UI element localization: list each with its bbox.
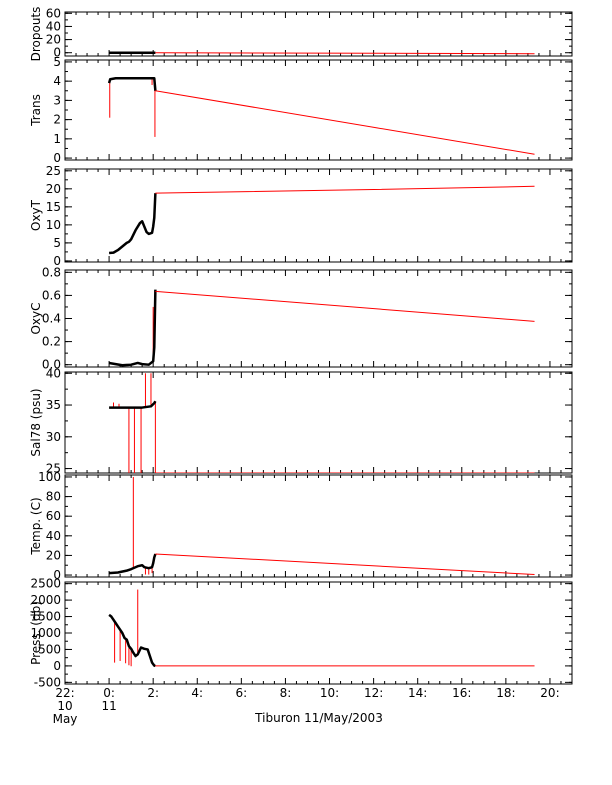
panel-data	[107, 77, 535, 155]
panel-data	[108, 185, 535, 255]
y-tick-label: 500	[38, 642, 61, 656]
x-tick-label: 10:	[320, 686, 339, 700]
panel-4: 0.0 0.2 0.4 0.6 0.8 OxyC	[29, 265, 573, 372]
y-tick-label: 10	[46, 218, 61, 232]
panel-data	[108, 289, 535, 367]
y-tick-label: 2000	[30, 593, 61, 607]
panel-3: 0 5 10 15 20 25 OxyT	[29, 164, 573, 268]
y-tick-label: 20	[46, 548, 61, 562]
x-tick-label: 0:	[103, 686, 115, 700]
y-tick-label: 0.2	[42, 335, 61, 349]
y-tick-label: 2500	[30, 577, 61, 591]
y-tick-label: 1	[53, 132, 61, 146]
x-tick-label: 16:	[452, 686, 471, 700]
panel-data	[108, 589, 535, 668]
y-tick-label: 30	[46, 430, 61, 444]
x-tick-label: 14:	[408, 686, 427, 700]
y-axis-label: OxyC	[29, 302, 43, 334]
y-tick-label: 0.4	[42, 312, 61, 326]
series-line-measured	[108, 289, 157, 367]
series-line-interpolated	[155, 52, 535, 55]
series-line-interpolated	[155, 553, 535, 576]
series-line-interpolated	[155, 185, 535, 194]
y-tick-label: 20	[46, 33, 61, 47]
y-tick-label: 100	[38, 470, 61, 484]
x-tick-sublabel: May	[53, 712, 78, 726]
y-tick-label: 4	[53, 74, 61, 88]
series-line-measured	[107, 77, 157, 91]
y-tick-label: 15	[46, 200, 61, 214]
y-tick-label: 60	[46, 6, 61, 20]
y-tick-label: 0	[53, 254, 61, 268]
x-tick-label: 22:	[55, 686, 74, 700]
y-tick-label: 5	[53, 55, 61, 69]
x-tick-sublabel: 11	[101, 699, 116, 713]
y-axis-label: Temp. (C)	[29, 497, 43, 555]
chart-panels: 0204060Dropouts012345Trans0510152025OxyT…	[29, 6, 573, 726]
y-axis-label: Trans	[29, 94, 43, 127]
x-tick-label: 18:	[496, 686, 515, 700]
x-tick-label: 20:	[540, 686, 559, 700]
y-tick-label: 0.6	[42, 288, 61, 302]
y-tick-label: 0.0	[42, 358, 61, 372]
x-tick-label: 4:	[191, 686, 203, 700]
y-axis-label: Press. (db)	[29, 601, 43, 665]
y-tick-label: 0	[53, 568, 61, 582]
panel-frame	[64, 168, 573, 263]
y-tick-label: 20	[46, 182, 61, 196]
y-tick-label: 0	[53, 151, 61, 165]
y-axis-label: OxyT	[29, 199, 43, 231]
y-tick-label: 25	[46, 462, 61, 476]
y-tick-label: 60	[46, 509, 61, 523]
panel-7: -500 0 500 1000 1500 2000 2500 Press. (db)	[29, 577, 573, 689]
y-tick-label: 40	[46, 366, 61, 380]
series-line-measured	[108, 193, 157, 255]
panel-data	[109, 373, 535, 473]
series-line-interpolated	[155, 290, 535, 322]
series-line-interpolated	[155, 90, 535, 155]
x-tick-label: 2:	[147, 686, 159, 700]
x-tick-label: 12:	[364, 686, 383, 700]
series-line-measured	[109, 553, 157, 575]
panel-frame	[64, 581, 573, 685]
y-tick-label: 0	[53, 46, 61, 60]
y-tick-label: 2	[53, 113, 61, 127]
y-axis-label: Dropouts	[29, 7, 43, 62]
y-tick-label: 1000	[30, 626, 61, 640]
x-tick-sublabel: 10	[57, 699, 72, 713]
y-tick-label: 3	[53, 93, 61, 107]
y-tick-label: -500	[34, 675, 61, 689]
y-tick-label: 0	[53, 659, 61, 673]
y-tick-label: 40	[46, 529, 61, 543]
y-tick-label: 25	[46, 164, 61, 178]
panel-frame	[64, 59, 573, 161]
x-axis-label: Tiburon 11/May/2003	[254, 711, 383, 725]
y-tick-label: 80	[46, 490, 61, 504]
series-line-measured	[108, 613, 156, 668]
y-tick-label: 40	[46, 19, 61, 33]
panel-6: 0 20 40 60 80 100 Temp. (C)	[29, 470, 573, 582]
panel-frame	[64, 474, 573, 578]
x-tick-label: 6:	[236, 686, 248, 700]
panel-frame	[64, 11, 573, 57]
y-axis-label: Sal78 (psu)	[29, 388, 43, 456]
panel-2: 0 1 2 3 4 5 Trans	[29, 55, 573, 165]
y-tick-label: 1500	[30, 610, 61, 624]
x-tick-label: 8:	[280, 686, 292, 700]
panel-data	[109, 476, 535, 576]
y-tick-label: 0.8	[42, 265, 61, 279]
series-line-measured	[109, 400, 157, 409]
y-tick-label: 5	[53, 236, 61, 250]
y-tick-label: 35	[46, 398, 61, 412]
panel-data	[109, 51, 535, 55]
